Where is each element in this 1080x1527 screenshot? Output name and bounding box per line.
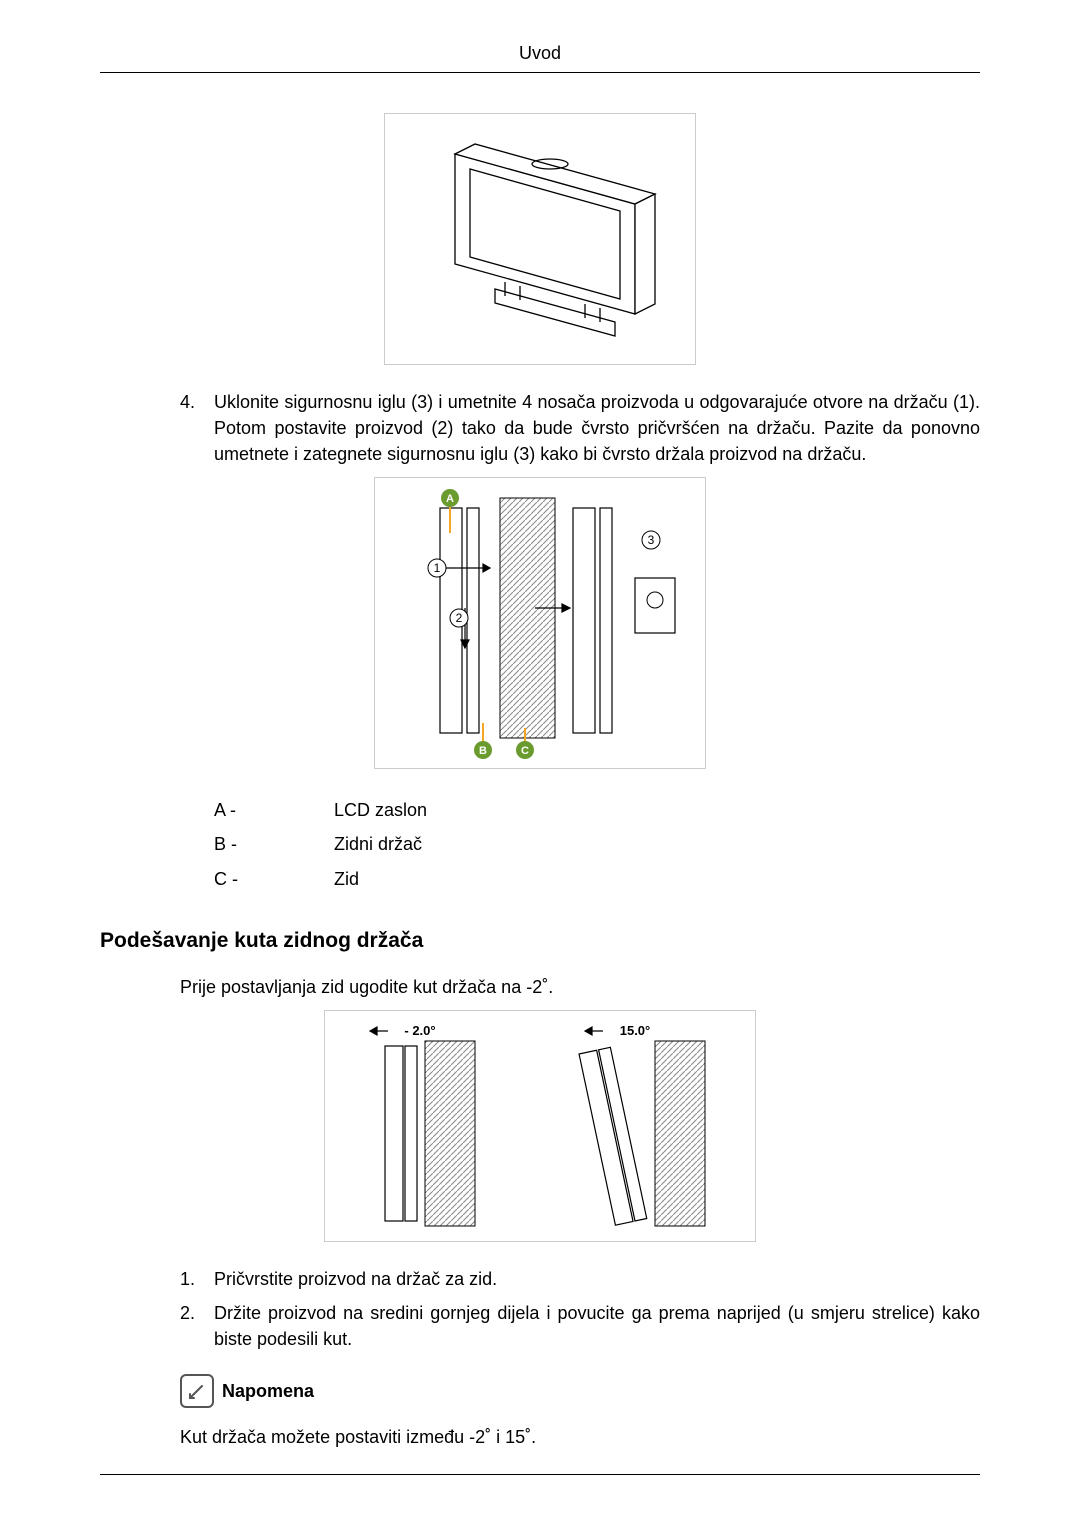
bracket-diagram-icon: 1 2 3 A B C [375, 478, 705, 768]
footer-divider [100, 1474, 980, 1475]
pencil-note-icon [186, 1380, 208, 1402]
legend-key: C - [214, 862, 334, 896]
legend-val: LCD zaslon [334, 793, 427, 827]
figure-angle-box: - 2.0° 15.0° [324, 1010, 756, 1242]
legend-row: C - Zid [214, 862, 427, 896]
legend-table: A - LCD zaslon B - Zidni držač C - Zid [214, 793, 427, 895]
fig2-label-a: A [446, 493, 454, 505]
legend-val: Zidni držač [334, 827, 427, 861]
step-number: 2. [180, 1300, 214, 1352]
step-item: 2. Držite proizvod na sredini gornjeg di… [180, 1300, 980, 1352]
step-number: 1. [180, 1266, 214, 1292]
step-text: Držite proizvod na sredini gornjeg dijel… [214, 1300, 980, 1352]
angle-right-label: 15.0° [620, 1023, 651, 1038]
note-text: Kut držača možete postaviti između -2˚ i… [180, 1424, 980, 1450]
legend-key: A - [214, 793, 334, 827]
header-title: Uvod [519, 43, 561, 63]
legend-key: B - [214, 827, 334, 861]
step-text: Uklonite sigurnosnu iglu (3) i umetnite … [214, 389, 980, 467]
note-label: Napomena [222, 1378, 314, 1404]
page-header: Uvod [100, 40, 980, 73]
legend-val: Zid [334, 862, 427, 896]
section-intro: Prije postavljanja zid ugodite kut držač… [180, 974, 980, 1000]
figure-angle: - 2.0° 15.0° [100, 1010, 980, 1242]
fig2-label-1: 1 [434, 561, 441, 575]
legend-row: A - LCD zaslon [214, 793, 427, 827]
fig2-label-c: C [521, 745, 529, 757]
page: Uvod 4. Uklonite sig [0, 0, 1080, 1527]
figure-bracket-labels: 1 2 3 A B C [100, 477, 980, 769]
figure-bracket-labels-box: 1 2 3 A B C [374, 477, 706, 769]
legend-row: B - Zidni držač [214, 827, 427, 861]
monitor-iso-icon [385, 114, 695, 364]
step-text: Pričvrstite proizvod na držač za zid. [214, 1266, 980, 1292]
note-icon [180, 1374, 214, 1408]
section-heading: Podešavanje kuta zidnog držača [100, 926, 980, 956]
fig2-label-3: 3 [648, 533, 655, 547]
angle-diagram-icon: - 2.0° 15.0° [325, 1011, 755, 1241]
fig2-label-b: B [479, 745, 487, 757]
step-item: 1. Pričvrstite proizvod na držač za zid. [180, 1266, 980, 1292]
fig2-label-2: 2 [456, 611, 463, 625]
figure-mount-iso [100, 113, 980, 365]
note-block: Napomena [180, 1374, 980, 1408]
step-item: 4. Uklonite sigurnosnu iglu (3) i umetni… [180, 389, 980, 467]
figure-mount-iso-box [384, 113, 696, 365]
legend: A - LCD zaslon B - Zidni držač C - Zid [214, 793, 980, 895]
angle-left-label: - 2.0° [404, 1023, 435, 1038]
step-number: 4. [180, 389, 214, 467]
